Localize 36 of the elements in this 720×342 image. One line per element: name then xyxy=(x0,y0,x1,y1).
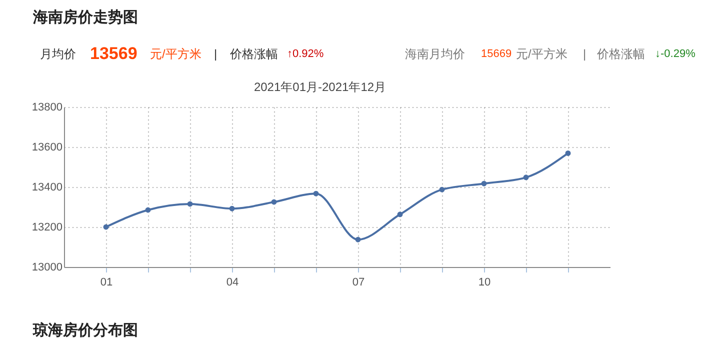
text: 价格涨幅 xyxy=(229,47,278,61)
x-tick-label: 07 xyxy=(352,276,365,288)
point xyxy=(145,207,151,213)
y-tick-label: 13400 xyxy=(32,182,62,194)
chart-title: 海南房价走势图 xyxy=(32,8,138,26)
text: 琼海房价分布图 xyxy=(32,321,138,339)
x-tick-label: 04 xyxy=(226,276,239,288)
text: | xyxy=(214,47,218,61)
point xyxy=(271,199,277,205)
text: 15669 xyxy=(481,48,512,60)
y-tick-label: 13000 xyxy=(32,262,62,274)
text: 价格涨幅 xyxy=(596,47,645,61)
point xyxy=(229,206,235,212)
point xyxy=(523,174,529,180)
text: | xyxy=(583,47,586,61)
text: 13569 xyxy=(90,44,138,63)
text: 月均价 xyxy=(40,47,76,61)
text: ↑0.92% xyxy=(287,48,324,60)
text: 元/平方米 xyxy=(516,47,568,61)
point xyxy=(397,212,403,218)
text: 海南月均价 xyxy=(405,47,465,61)
y-tick-label: 13800 xyxy=(32,102,62,114)
point xyxy=(565,150,571,156)
x-tick-label: 10 xyxy=(478,276,491,288)
text: 元/平方米 xyxy=(150,47,202,61)
y-tick-label: 13200 xyxy=(32,222,62,234)
point xyxy=(439,186,445,192)
point xyxy=(481,180,487,186)
chart-subtitle: 2021年01月-2021年12月 xyxy=(254,80,386,94)
point xyxy=(313,190,319,196)
text: ↓-0.29% xyxy=(655,48,696,60)
point xyxy=(103,224,109,230)
point xyxy=(355,236,361,242)
x-tick-label: 01 xyxy=(100,276,113,288)
point xyxy=(187,201,193,207)
y-tick-label: 13600 xyxy=(32,142,62,154)
